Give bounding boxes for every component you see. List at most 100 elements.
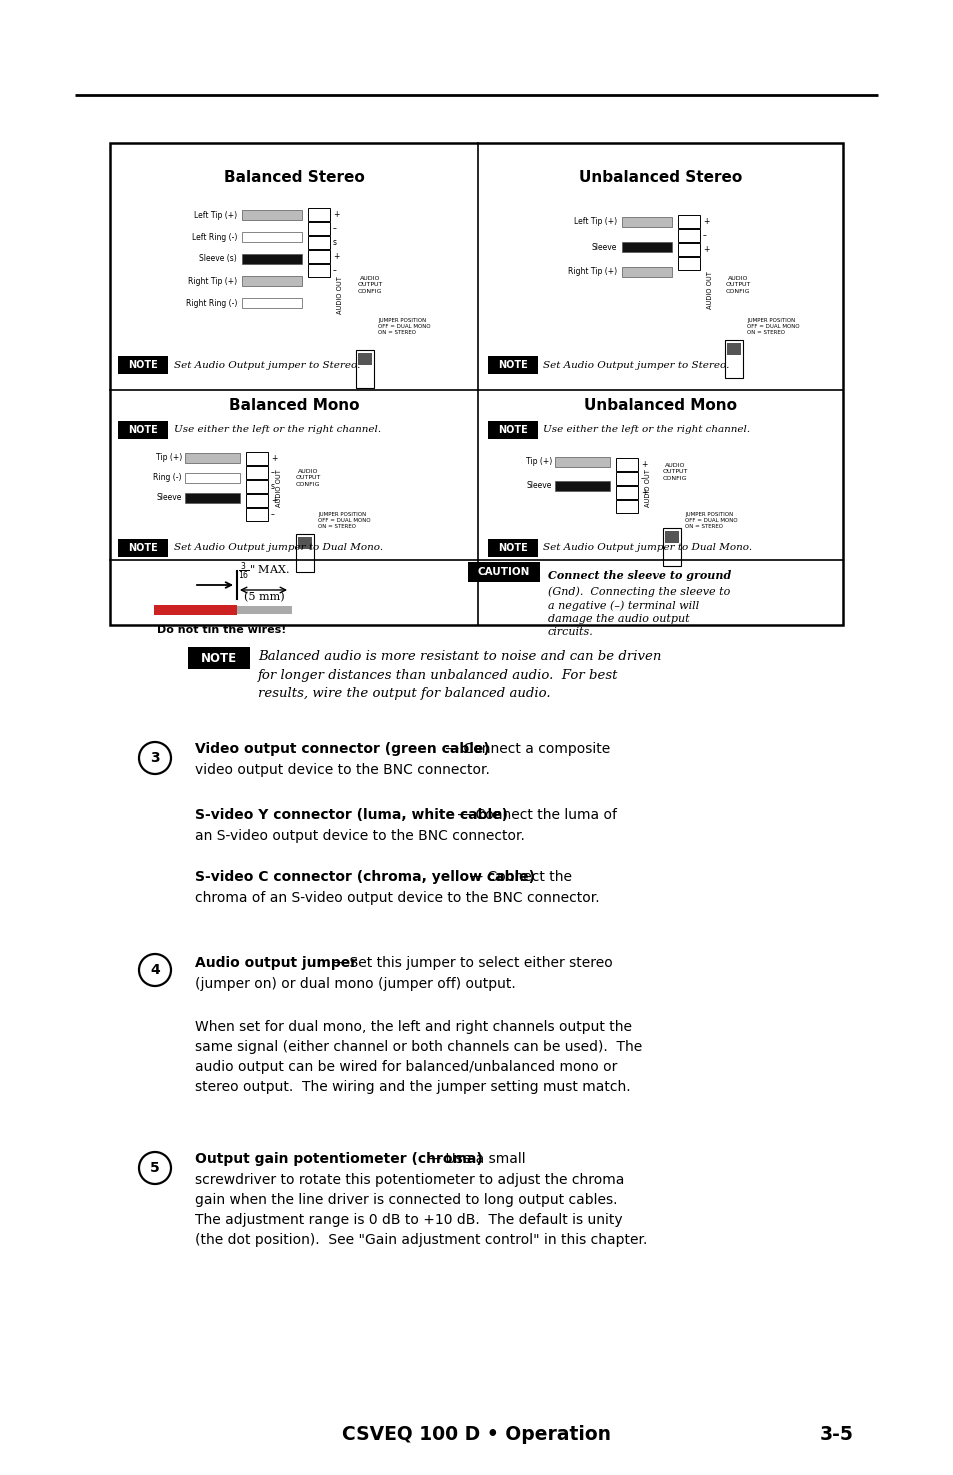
Text: Right Ring (-): Right Ring (-) bbox=[186, 298, 236, 307]
Text: +: + bbox=[271, 454, 277, 463]
Text: AUDIO
OUTPUT
CONFIG: AUDIO OUTPUT CONFIG bbox=[357, 276, 382, 294]
Text: Right Tip (+): Right Tip (+) bbox=[188, 276, 236, 286]
FancyBboxPatch shape bbox=[242, 254, 302, 264]
Text: Output gain potentiometer (chroma): Output gain potentiometer (chroma) bbox=[194, 1152, 482, 1167]
FancyBboxPatch shape bbox=[355, 350, 374, 388]
FancyBboxPatch shape bbox=[308, 236, 330, 249]
Text: Connect the sleeve to ground: Connect the sleeve to ground bbox=[547, 569, 731, 581]
FancyBboxPatch shape bbox=[246, 466, 268, 479]
Text: AUDIO
OUTPUT
CONFIG: AUDIO OUTPUT CONFIG bbox=[661, 463, 687, 481]
FancyBboxPatch shape bbox=[242, 298, 302, 308]
Text: Set Audio Output jumper to Dual Mono.: Set Audio Output jumper to Dual Mono. bbox=[173, 543, 383, 553]
Text: Balanced Stereo: Balanced Stereo bbox=[223, 170, 364, 184]
FancyBboxPatch shape bbox=[616, 500, 638, 513]
FancyBboxPatch shape bbox=[357, 353, 372, 366]
FancyBboxPatch shape bbox=[242, 209, 302, 220]
Text: NOTE: NOTE bbox=[497, 360, 527, 370]
Text: NOTE: NOTE bbox=[128, 425, 157, 435]
Text: an S-video output device to the BNC connector.: an S-video output device to the BNC conn… bbox=[194, 829, 524, 844]
Text: Tip (+): Tip (+) bbox=[155, 453, 182, 463]
Text: Sleeve: Sleeve bbox=[591, 242, 617, 252]
Text: (jumper on) or dual mono (jumper off) output.: (jumper on) or dual mono (jumper off) ou… bbox=[194, 976, 516, 991]
Text: NOTE: NOTE bbox=[497, 543, 527, 553]
Text: CSVEQ 100 D • Operation: CSVEQ 100 D • Operation bbox=[342, 1425, 611, 1444]
Text: NOTE: NOTE bbox=[128, 543, 157, 553]
FancyBboxPatch shape bbox=[153, 605, 236, 615]
Text: JUMPER POSITION
OFF = DUAL MONO
ON = STEREO: JUMPER POSITION OFF = DUAL MONO ON = STE… bbox=[684, 512, 737, 528]
FancyBboxPatch shape bbox=[616, 459, 638, 471]
Text: S-video Y connector (luma, white cable): S-video Y connector (luma, white cable) bbox=[194, 808, 507, 822]
FancyBboxPatch shape bbox=[110, 143, 842, 625]
Text: Balanced audio is more resistant to noise and can be driven
for longer distances: Balanced audio is more resistant to nois… bbox=[257, 650, 660, 701]
Text: Sleeve (s): Sleeve (s) bbox=[199, 255, 236, 264]
FancyBboxPatch shape bbox=[724, 341, 742, 378]
FancyBboxPatch shape bbox=[185, 453, 240, 463]
Text: AUDIO
OUTPUT
CONFIG: AUDIO OUTPUT CONFIG bbox=[295, 469, 320, 487]
Text: $\frac{3}{16}$" MAX.: $\frac{3}{16}$" MAX. bbox=[238, 560, 290, 583]
Text: 3: 3 bbox=[150, 751, 160, 766]
Text: — Connect the luma of: — Connect the luma of bbox=[453, 808, 617, 822]
Text: Left Tip (+): Left Tip (+) bbox=[574, 217, 617, 227]
FancyBboxPatch shape bbox=[236, 606, 292, 614]
Text: AUDIO OUT: AUDIO OUT bbox=[706, 271, 712, 308]
Text: s: s bbox=[271, 482, 274, 491]
FancyBboxPatch shape bbox=[678, 229, 700, 242]
Text: AUDIO OUT: AUDIO OUT bbox=[275, 469, 282, 507]
Text: –: – bbox=[271, 468, 274, 476]
Text: Right Tip (+): Right Tip (+) bbox=[567, 267, 617, 276]
Text: (Gnd).  Connecting the sleeve to
a negative (–) terminal will
damage the audio o: (Gnd). Connecting the sleeve to a negati… bbox=[547, 586, 730, 637]
FancyBboxPatch shape bbox=[118, 420, 168, 440]
Text: Balanced Mono: Balanced Mono bbox=[229, 398, 359, 413]
FancyBboxPatch shape bbox=[555, 481, 609, 491]
Text: screwdriver to rotate this potentiometer to adjust the chroma
gain when the line: screwdriver to rotate this potentiometer… bbox=[194, 1173, 647, 1248]
Text: (5 mm): (5 mm) bbox=[243, 591, 284, 602]
Text: –: – bbox=[702, 232, 706, 240]
Text: Audio output jumper: Audio output jumper bbox=[194, 956, 356, 971]
Text: s: s bbox=[333, 237, 336, 246]
Text: — Use a small: — Use a small bbox=[422, 1152, 525, 1167]
Text: JUMPER POSITION
OFF = DUAL MONO
ON = STEREO: JUMPER POSITION OFF = DUAL MONO ON = STE… bbox=[317, 512, 370, 528]
FancyBboxPatch shape bbox=[678, 215, 700, 229]
Text: –: – bbox=[333, 266, 336, 274]
Text: 4: 4 bbox=[150, 963, 160, 976]
Text: +: + bbox=[271, 496, 277, 504]
Text: +: + bbox=[333, 252, 339, 261]
FancyBboxPatch shape bbox=[468, 562, 539, 583]
FancyBboxPatch shape bbox=[118, 538, 168, 558]
Text: CAUTION: CAUTION bbox=[477, 566, 530, 577]
Text: Unbalanced Stereo: Unbalanced Stereo bbox=[578, 170, 741, 184]
FancyBboxPatch shape bbox=[295, 534, 314, 572]
Text: 5: 5 bbox=[150, 1161, 160, 1176]
Text: Set Audio Output jumper to Stereo.: Set Audio Output jumper to Stereo. bbox=[173, 360, 360, 370]
FancyBboxPatch shape bbox=[308, 264, 330, 277]
Text: Left Tip (+): Left Tip (+) bbox=[193, 211, 236, 220]
Text: JUMPER POSITION
OFF = DUAL MONO
ON = STEREO: JUMPER POSITION OFF = DUAL MONO ON = STE… bbox=[377, 319, 430, 335]
FancyBboxPatch shape bbox=[242, 232, 302, 242]
Text: AUDIO
OUTPUT
CONFIG: AUDIO OUTPUT CONFIG bbox=[724, 276, 750, 294]
Text: Tip (+): Tip (+) bbox=[525, 457, 552, 466]
Text: +: + bbox=[640, 460, 647, 469]
Text: Set Audio Output jumper to Stereo.: Set Audio Output jumper to Stereo. bbox=[542, 360, 729, 370]
FancyBboxPatch shape bbox=[308, 249, 330, 263]
FancyBboxPatch shape bbox=[616, 485, 638, 499]
Text: video output device to the BNC connector.: video output device to the BNC connector… bbox=[194, 763, 489, 777]
Text: +: + bbox=[702, 217, 709, 226]
FancyBboxPatch shape bbox=[188, 648, 250, 670]
FancyBboxPatch shape bbox=[242, 276, 302, 286]
FancyBboxPatch shape bbox=[616, 472, 638, 485]
Text: JUMPER POSITION
OFF = DUAL MONO
ON = STEREO: JUMPER POSITION OFF = DUAL MONO ON = STE… bbox=[746, 319, 799, 335]
FancyBboxPatch shape bbox=[621, 217, 671, 227]
FancyBboxPatch shape bbox=[246, 479, 268, 493]
FancyBboxPatch shape bbox=[308, 223, 330, 235]
FancyBboxPatch shape bbox=[488, 420, 537, 440]
Text: +: + bbox=[640, 488, 647, 497]
Text: Use either the left or the right channel.: Use either the left or the right channel… bbox=[542, 425, 749, 435]
FancyBboxPatch shape bbox=[185, 493, 240, 503]
FancyBboxPatch shape bbox=[662, 528, 680, 566]
FancyBboxPatch shape bbox=[118, 355, 168, 375]
Text: Use either the left or the right channel.: Use either the left or the right channel… bbox=[173, 425, 381, 435]
Text: –: – bbox=[333, 224, 336, 233]
Text: Ring (-): Ring (-) bbox=[153, 473, 182, 482]
FancyBboxPatch shape bbox=[246, 507, 268, 521]
Text: NOTE: NOTE bbox=[128, 360, 157, 370]
